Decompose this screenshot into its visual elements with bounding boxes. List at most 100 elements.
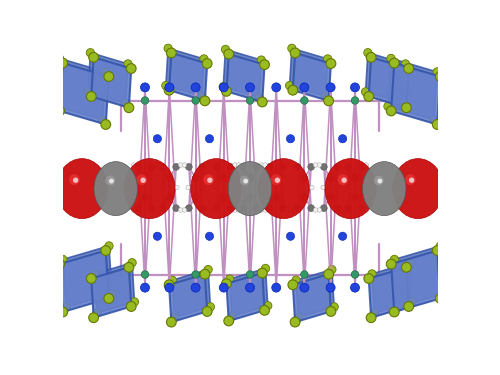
Circle shape	[317, 208, 322, 212]
Circle shape	[294, 205, 301, 212]
Circle shape	[148, 164, 155, 170]
Circle shape	[272, 83, 281, 92]
Circle shape	[364, 274, 374, 284]
Circle shape	[246, 283, 254, 292]
Circle shape	[173, 205, 180, 212]
Circle shape	[320, 205, 327, 212]
Circle shape	[192, 271, 200, 278]
Circle shape	[345, 185, 350, 190]
Polygon shape	[88, 53, 128, 103]
Ellipse shape	[392, 159, 444, 219]
Circle shape	[404, 64, 413, 74]
Circle shape	[168, 276, 176, 284]
Circle shape	[368, 270, 376, 278]
Circle shape	[200, 55, 208, 63]
Circle shape	[69, 174, 80, 185]
Circle shape	[135, 205, 141, 212]
Polygon shape	[60, 63, 109, 124]
Circle shape	[436, 242, 444, 250]
Circle shape	[326, 283, 335, 292]
Circle shape	[274, 177, 280, 183]
Polygon shape	[394, 246, 444, 308]
Circle shape	[140, 177, 146, 183]
Circle shape	[154, 208, 158, 212]
Ellipse shape	[191, 159, 242, 219]
Circle shape	[86, 48, 94, 57]
Circle shape	[360, 185, 365, 190]
Circle shape	[351, 271, 359, 278]
Circle shape	[358, 164, 365, 170]
Circle shape	[192, 175, 199, 181]
Polygon shape	[388, 58, 437, 120]
Circle shape	[192, 97, 200, 104]
Circle shape	[58, 58, 68, 68]
Circle shape	[90, 270, 98, 278]
Circle shape	[219, 83, 228, 92]
Circle shape	[327, 194, 334, 200]
Polygon shape	[290, 48, 328, 96]
Ellipse shape	[258, 159, 309, 219]
Circle shape	[317, 163, 322, 167]
Polygon shape	[92, 57, 131, 108]
Circle shape	[384, 102, 392, 111]
Ellipse shape	[362, 162, 406, 216]
Polygon shape	[372, 263, 412, 313]
Polygon shape	[230, 268, 268, 316]
Circle shape	[290, 317, 300, 327]
Circle shape	[246, 175, 254, 181]
Circle shape	[233, 208, 237, 212]
Circle shape	[259, 208, 264, 212]
Polygon shape	[63, 246, 112, 308]
Circle shape	[254, 164, 260, 170]
Circle shape	[98, 116, 106, 124]
Circle shape	[436, 72, 445, 81]
Circle shape	[55, 259, 64, 269]
Circle shape	[240, 164, 246, 170]
Circle shape	[263, 163, 267, 167]
Circle shape	[182, 163, 186, 167]
Polygon shape	[56, 58, 106, 120]
Circle shape	[364, 48, 372, 57]
Circle shape	[204, 163, 209, 167]
Circle shape	[148, 205, 155, 212]
Circle shape	[166, 317, 176, 327]
Circle shape	[294, 314, 302, 322]
Circle shape	[285, 163, 290, 167]
Circle shape	[164, 44, 172, 53]
Circle shape	[310, 185, 314, 190]
Polygon shape	[226, 273, 264, 321]
Circle shape	[170, 314, 178, 322]
Circle shape	[233, 163, 237, 167]
Polygon shape	[293, 53, 331, 101]
Circle shape	[321, 185, 326, 190]
Circle shape	[394, 303, 402, 312]
Circle shape	[153, 135, 162, 143]
Circle shape	[286, 232, 294, 240]
Circle shape	[436, 294, 445, 303]
Circle shape	[432, 246, 442, 255]
Circle shape	[326, 83, 335, 92]
Circle shape	[364, 208, 368, 212]
Circle shape	[432, 120, 442, 129]
Circle shape	[178, 163, 183, 167]
Polygon shape	[94, 263, 134, 313]
Circle shape	[342, 163, 346, 167]
Circle shape	[222, 279, 232, 288]
Circle shape	[166, 48, 176, 58]
Circle shape	[286, 135, 294, 143]
Circle shape	[402, 262, 411, 272]
Circle shape	[228, 312, 236, 321]
Polygon shape	[226, 54, 264, 102]
Circle shape	[182, 208, 186, 212]
Circle shape	[345, 164, 352, 170]
Circle shape	[164, 280, 174, 290]
Circle shape	[154, 163, 158, 167]
Circle shape	[58, 307, 68, 317]
Circle shape	[62, 303, 70, 312]
Circle shape	[73, 177, 78, 183]
Circle shape	[142, 194, 148, 200]
Circle shape	[56, 54, 64, 63]
Circle shape	[166, 194, 173, 200]
Circle shape	[404, 302, 413, 311]
Circle shape	[86, 92, 96, 101]
